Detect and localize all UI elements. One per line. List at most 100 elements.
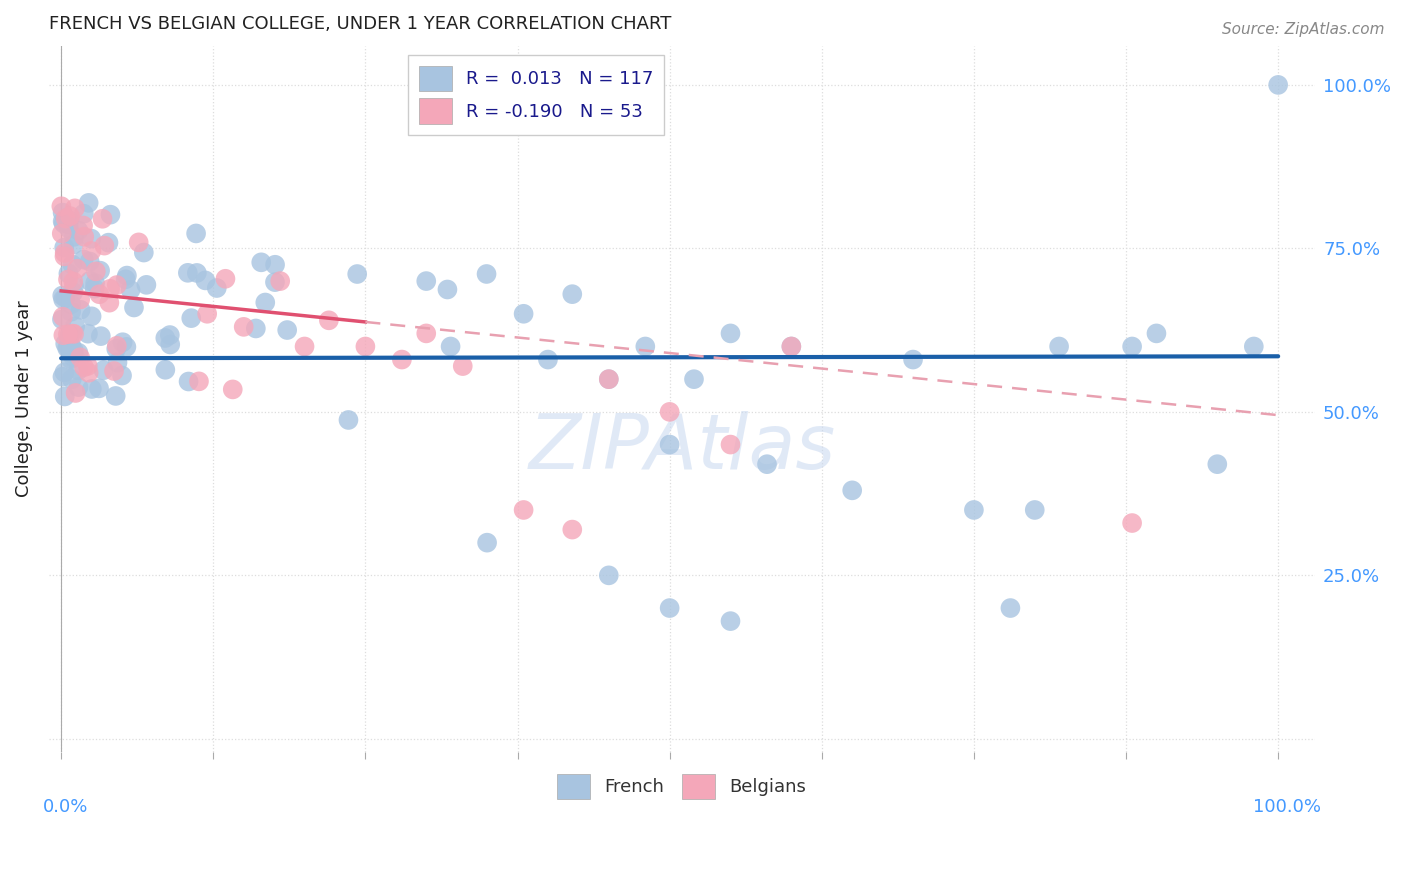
Point — [73, 229, 96, 244]
Point — [439, 339, 461, 353]
Point — [115, 340, 138, 354]
Point — [65, 386, 87, 401]
Point — [80, 231, 103, 245]
Point — [658, 405, 681, 419]
Point — [79, 274, 101, 288]
Point — [59, 327, 82, 342]
Point — [63, 326, 86, 341]
Point — [63, 202, 86, 216]
Point — [205, 281, 228, 295]
Point — [135, 277, 157, 292]
Point — [67, 223, 90, 237]
Point — [51, 199, 73, 213]
Point — [159, 337, 181, 351]
Point — [56, 217, 79, 231]
Point — [232, 319, 254, 334]
Point — [77, 195, 100, 210]
Point — [76, 359, 98, 373]
Point — [1000, 601, 1022, 615]
Point — [56, 341, 79, 355]
Point — [337, 413, 360, 427]
Point — [177, 266, 200, 280]
Point — [53, 389, 76, 403]
Point — [62, 350, 84, 364]
Point — [100, 208, 122, 222]
Point — [105, 339, 128, 353]
Text: Source: ZipAtlas.com: Source: ZipAtlas.com — [1222, 22, 1385, 37]
Point — [512, 307, 534, 321]
Point — [475, 535, 498, 549]
Point — [51, 227, 73, 241]
Point — [1121, 516, 1143, 530]
Point — [80, 310, 103, 324]
Point — [186, 266, 208, 280]
Point — [60, 297, 83, 311]
Point — [318, 313, 340, 327]
Point — [415, 326, 437, 341]
Point — [115, 268, 138, 283]
Point — [841, 483, 863, 498]
Point — [111, 335, 134, 350]
Point — [52, 310, 75, 324]
Point — [512, 503, 534, 517]
Point — [103, 364, 125, 378]
Point — [58, 330, 80, 344]
Point — [72, 219, 94, 233]
Point — [780, 339, 803, 353]
Point — [1024, 503, 1046, 517]
Legend: French, Belgians: French, Belgians — [550, 766, 814, 806]
Point — [51, 312, 73, 326]
Point — [194, 273, 217, 287]
Point — [720, 437, 742, 451]
Point — [53, 240, 76, 254]
Point — [214, 272, 236, 286]
Point — [84, 264, 107, 278]
Point — [97, 235, 120, 250]
Point — [1206, 457, 1229, 471]
Point — [254, 295, 277, 310]
Point — [195, 307, 218, 321]
Point — [634, 339, 657, 353]
Text: 0.0%: 0.0% — [42, 797, 89, 816]
Point — [780, 339, 803, 353]
Point — [250, 255, 273, 269]
Point — [55, 211, 77, 226]
Point — [1047, 339, 1070, 353]
Point — [63, 229, 86, 244]
Point — [98, 282, 121, 296]
Point — [63, 279, 86, 293]
Point — [67, 380, 90, 394]
Point — [83, 282, 105, 296]
Point — [56, 341, 79, 355]
Point — [80, 244, 103, 258]
Point — [177, 375, 200, 389]
Point — [155, 363, 177, 377]
Point — [53, 291, 76, 305]
Point — [87, 381, 110, 395]
Point — [56, 272, 79, 286]
Point — [184, 227, 207, 241]
Point — [354, 339, 377, 353]
Point — [658, 601, 681, 615]
Point — [128, 235, 150, 250]
Point — [1243, 339, 1265, 353]
Point — [264, 275, 287, 289]
Point — [58, 337, 80, 351]
Point — [107, 355, 129, 369]
Point — [52, 205, 75, 219]
Point — [598, 568, 620, 582]
Point — [73, 207, 96, 221]
Point — [60, 326, 83, 341]
Text: 100.0%: 100.0% — [1253, 797, 1322, 816]
Point — [451, 359, 474, 373]
Point — [53, 365, 76, 379]
Point — [60, 338, 83, 352]
Point — [53, 246, 76, 260]
Point — [62, 275, 84, 289]
Point — [155, 331, 177, 345]
Point — [93, 238, 115, 252]
Point — [436, 283, 458, 297]
Point — [89, 263, 111, 277]
Point — [62, 343, 84, 357]
Point — [89, 287, 111, 301]
